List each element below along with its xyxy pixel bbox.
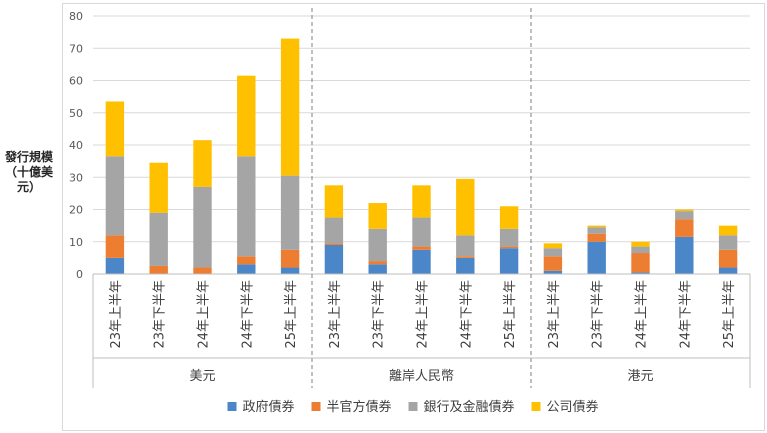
y-tick-label: 60 [69, 75, 83, 88]
bar-segment-4 [718, 225, 738, 236]
legend-swatch-1 [227, 402, 237, 411]
x-tick-label: 24年下半年 [240, 280, 255, 349]
bar-segment-3 [412, 217, 431, 247]
bar-segment-4 [149, 162, 168, 213]
bar-segment-2 [280, 249, 300, 268]
bar-segment-3 [149, 212, 168, 266]
bar-segment-1 [718, 267, 738, 274]
bar-segment-2 [105, 235, 125, 258]
x-tick-label: 25年上半年 [284, 280, 299, 349]
bar-segment-4 [456, 178, 475, 236]
x-tick-label: 23年下半年 [153, 280, 168, 349]
y-axis-label-line-3: 元） [16, 180, 41, 194]
bar-segment-4 [237, 75, 256, 157]
bar-segment-1 [543, 270, 563, 274]
bar-segment-2 [149, 265, 168, 274]
bar-segment-1 [631, 272, 650, 274]
bar-segment-3 [543, 248, 563, 257]
legend-swatch-3 [408, 402, 418, 411]
bar-segment-2 [456, 256, 475, 258]
legend-swatch-4 [531, 402, 541, 411]
group-label: 美元 [189, 369, 215, 384]
y-tick-label: 10 [69, 236, 83, 249]
bar-segment-4 [324, 185, 344, 218]
y-axis-label-line-2: （十億美 [4, 165, 53, 179]
bar-segment-2 [631, 253, 650, 273]
bar-segment-4 [631, 241, 650, 247]
bar-segment-3 [456, 235, 475, 257]
y-axis-label: 發行規模 （十億美 元） [0, 150, 58, 195]
x-tick-label: 23年下半年 [372, 280, 387, 349]
bar-segment-2 [543, 256, 563, 271]
bar-segment-4 [587, 225, 606, 228]
bar-segment-1 [499, 248, 519, 274]
bar-segment-1 [412, 249, 431, 274]
bar-segment-4 [105, 101, 125, 157]
x-tick-label: 23年上半年 [328, 280, 343, 349]
bar-segment-3 [631, 246, 650, 254]
bar-segment-2 [193, 267, 212, 274]
bar-segment-1 [675, 236, 694, 274]
bar-segment-3 [237, 156, 256, 257]
bar-segment-4 [280, 38, 300, 176]
bar-segment-1 [280, 267, 300, 274]
y-tick-label: 40 [69, 139, 83, 152]
bar-segment-1 [587, 241, 606, 274]
y-tick-label: 80 [69, 10, 83, 23]
x-tick-label: 24年上半年 [635, 280, 650, 349]
bar-segment-1 [456, 257, 475, 274]
bar-segment-1 [237, 264, 256, 274]
bar-segment-4 [193, 140, 212, 187]
bar-segment-3 [324, 217, 344, 244]
x-tick-label: 24年上半年 [416, 280, 431, 349]
bar-segment-2 [237, 256, 256, 265]
bar-segment-2 [718, 249, 738, 268]
legend-label-4: 公司債券 [547, 399, 599, 415]
y-tick-label: 50 [69, 107, 83, 120]
y-tick-label: 20 [69, 204, 83, 217]
bar-segment-4 [543, 243, 563, 249]
bar-segment-1 [324, 244, 344, 274]
x-tick-label: 25年上半年 [722, 280, 737, 349]
x-tick-label: 24年上半年 [197, 280, 212, 349]
legend-label-2: 半官方債券 [327, 399, 392, 415]
group-label: 離岸人民幣 [389, 369, 454, 384]
bar-segment-3 [105, 156, 125, 236]
bar-segment-4 [675, 209, 694, 212]
bar-segment-3 [280, 175, 300, 250]
y-tick-label: 30 [69, 171, 83, 184]
bar-segment-2 [368, 261, 387, 265]
bar-segment-3 [499, 228, 519, 247]
legend-label-3: 銀行及金融債券 [424, 399, 515, 415]
bar-segment-3 [587, 227, 606, 234]
group-label: 港元 [627, 369, 653, 384]
legend-swatch-2 [311, 402, 321, 411]
y-axis-label-line-1: 發行規模 [4, 150, 53, 164]
x-tick-label: 23年上半年 [109, 280, 124, 349]
bar-segment-1 [105, 257, 125, 274]
bar-segment-4 [368, 203, 387, 229]
bar-segment-3 [675, 211, 694, 220]
x-tick-label: 24年下半年 [459, 280, 474, 349]
y-tick-label: 70 [69, 42, 83, 55]
bar-segment-4 [499, 206, 519, 229]
chart-frame [62, 3, 765, 431]
bar-segment-2 [324, 243, 344, 245]
bar-segment-3 [718, 235, 738, 250]
bar-segment-2 [587, 233, 606, 242]
x-tick-label: 25年上半年 [503, 280, 518, 349]
bar-segment-1 [368, 264, 387, 274]
bar-segment-4 [412, 185, 431, 218]
bar-segment-3 [368, 228, 387, 262]
bar-segment-2 [412, 246, 431, 250]
legend-label-1: 政府債券 [243, 399, 295, 415]
x-tick-label: 23年下半年 [591, 280, 606, 349]
bar-segment-2 [499, 246, 519, 249]
x-tick-label: 24年下半年 [678, 280, 693, 349]
bar-segment-3 [193, 186, 212, 268]
x-tick-label: 23年上半年 [547, 280, 562, 349]
y-tick-label: 0 [76, 268, 83, 281]
bar-segment-2 [675, 219, 694, 237]
